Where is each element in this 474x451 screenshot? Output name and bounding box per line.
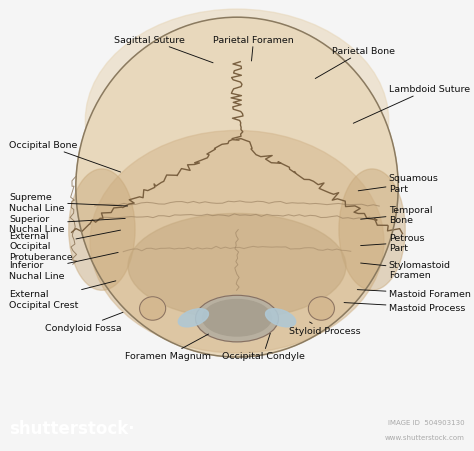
Text: Stylomastoid
Foramen: Stylomastoid Foramen xyxy=(361,260,451,279)
Text: Lambdoid Suture: Lambdoid Suture xyxy=(353,85,470,124)
Text: Mastoid Process: Mastoid Process xyxy=(344,303,465,312)
Ellipse shape xyxy=(195,296,279,342)
Text: Occipital Condyle: Occipital Condyle xyxy=(222,334,304,360)
Text: IMAGE ID  504903130: IMAGE ID 504903130 xyxy=(388,419,465,425)
Text: www.shutterstock.com: www.shutterstock.com xyxy=(384,434,465,441)
Ellipse shape xyxy=(76,18,398,357)
Text: Occipital Bone: Occipital Bone xyxy=(9,141,120,173)
Ellipse shape xyxy=(265,309,296,327)
Text: shutterstock·: shutterstock· xyxy=(9,419,135,437)
Text: Squamous
Part: Squamous Part xyxy=(358,174,438,193)
Text: Petrous
Part: Petrous Part xyxy=(361,233,424,253)
Text: Superior
Nuchal Line: Superior Nuchal Line xyxy=(9,214,125,234)
Ellipse shape xyxy=(178,309,209,327)
Ellipse shape xyxy=(202,300,271,336)
Text: Styloid Process: Styloid Process xyxy=(289,322,361,336)
Text: Condyloid Fossa: Condyloid Fossa xyxy=(45,313,123,332)
Text: Sagittal Suture: Sagittal Suture xyxy=(114,36,213,64)
Ellipse shape xyxy=(90,131,384,353)
Text: Foramen Magnum: Foramen Magnum xyxy=(125,334,211,360)
Text: Parietal Foramen: Parietal Foramen xyxy=(213,36,294,62)
Text: Inferior
Nuchal Line: Inferior Nuchal Line xyxy=(9,253,118,280)
Ellipse shape xyxy=(339,170,405,290)
Text: External
Occipital
Protuberance: External Occipital Protuberance xyxy=(9,230,120,261)
Ellipse shape xyxy=(85,10,389,232)
Ellipse shape xyxy=(140,297,166,321)
Text: Supreme
Nuchal Line: Supreme Nuchal Line xyxy=(9,193,128,212)
Ellipse shape xyxy=(128,214,346,319)
Text: Mastoid Foramen: Mastoid Foramen xyxy=(357,290,471,299)
Ellipse shape xyxy=(308,297,335,321)
Text: Parietal Bone: Parietal Bone xyxy=(315,47,395,79)
Text: External
Occipital Crest: External Occipital Crest xyxy=(9,281,116,309)
Text: Temporal
Bone: Temporal Bone xyxy=(361,205,432,225)
Ellipse shape xyxy=(69,170,135,290)
